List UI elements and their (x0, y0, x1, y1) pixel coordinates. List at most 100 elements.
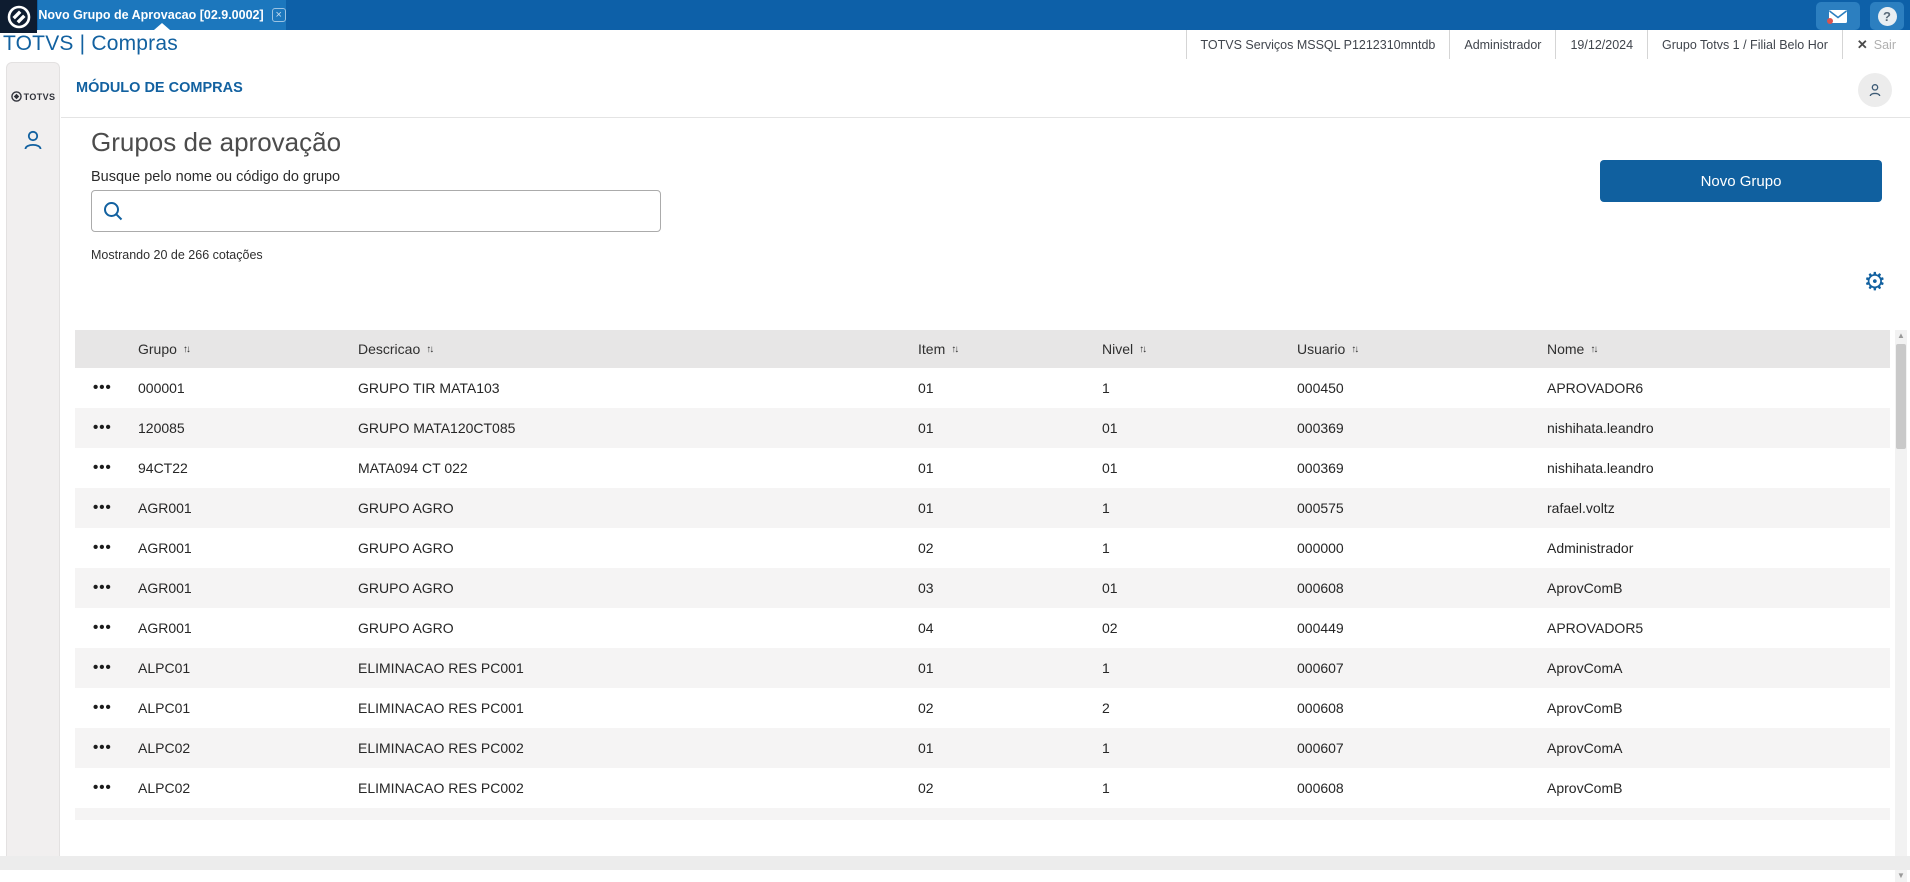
new-group-button[interactable]: Novo Grupo (1600, 160, 1882, 202)
column-label: Nivel (1102, 341, 1133, 357)
vertical-scrollbar[interactable]: ▲ ▼ (1895, 330, 1907, 882)
active-tab-notch (154, 23, 170, 30)
cell-nivel: 1 (1102, 540, 1297, 556)
cell-nome: rafael.voltz (1547, 500, 1890, 516)
footer-strip (0, 856, 1910, 870)
logout-button[interactable]: ✕ Sair (1842, 30, 1910, 59)
sidebar-item-user[interactable] (7, 128, 59, 152)
avatar[interactable] (1858, 73, 1892, 107)
gear-icon[interactable]: ⚙ (1864, 270, 1886, 295)
column-header-usuario[interactable]: Usuario ↑↓ (1297, 341, 1547, 357)
cell-nivel: 1 (1102, 740, 1297, 756)
search-box (91, 190, 661, 232)
column-label: Grupo (138, 341, 177, 357)
cell-nome: APROVADOR5 (1547, 620, 1890, 636)
search-input[interactable] (132, 191, 650, 231)
cell-grupo: 94CT22 (138, 460, 358, 476)
cell-nome: AprovComA (1547, 660, 1890, 676)
cell-usuario: 000607 (1297, 660, 1547, 676)
cell-grupo: 120085 (138, 420, 358, 436)
approval-groups-table: Grupo ↑↓ Descricao ↑↓ Item ↑↓ Nivel ↑↓ U… (75, 330, 1890, 820)
sort-icon[interactable]: ↑↓ (426, 344, 432, 355)
cell-grupo: 000001 (138, 380, 358, 396)
row-menu-button[interactable]: ••• (75, 465, 138, 471)
mail-button[interactable] (1816, 2, 1860, 30)
brand-title: TOTVS | Compras (3, 32, 178, 56)
row-menu-button[interactable]: ••• (75, 545, 138, 551)
date-info[interactable]: 19/12/2024 (1555, 30, 1647, 59)
row-menu-button[interactable]: ••• (75, 625, 138, 631)
cell-descricao: ELIMINACAO RES PC001 (358, 700, 918, 716)
sidebar-totvs-logo-text: TOTVS (24, 92, 56, 102)
cell-usuario: 000369 (1297, 460, 1547, 476)
cell-item: 01 (918, 660, 1102, 676)
row-menu-button[interactable]: ••• (75, 505, 138, 511)
user-info[interactable]: Administrador (1449, 30, 1555, 59)
results-summary: Mostrando 20 de 266 cotações (91, 248, 263, 262)
branch-info[interactable]: Grupo Totvs 1 / Filial Belo Hor (1647, 30, 1842, 59)
row-menu-button[interactable]: ••• (75, 705, 138, 711)
row-menu-button[interactable]: ••• (75, 745, 138, 751)
cell-nivel: 01 (1102, 580, 1297, 596)
cell-descricao: GRUPO AGRO (358, 540, 918, 556)
help-button[interactable]: ? (1870, 2, 1904, 30)
cell-nome: nishihata.leandro (1547, 460, 1890, 476)
sort-icon[interactable]: ↑↓ (1351, 344, 1357, 355)
main-content: MÓDULO DE COMPRAS Grupos de aprovação Bu… (61, 62, 1910, 856)
help-icon: ? (1878, 7, 1897, 26)
cell-usuario: 000449 (1297, 620, 1547, 636)
user-icon (21, 128, 45, 152)
sort-icon[interactable]: ↑↓ (183, 344, 189, 355)
cell-nome: APROVADOR6 (1547, 380, 1890, 396)
cell-item: 03 (918, 580, 1102, 596)
row-menu-button[interactable]: ••• (75, 785, 138, 791)
column-label: Descricao (358, 341, 420, 357)
column-header-nivel[interactable]: Nivel ↑↓ (1102, 341, 1297, 357)
column-header-item[interactable]: Item ↑↓ (918, 341, 1102, 357)
cell-item: 02 (918, 780, 1102, 796)
row-menu-button[interactable]: ••• (75, 385, 138, 391)
column-header-grupo[interactable]: Grupo ↑↓ (138, 341, 358, 357)
topbar: Novo Grupo de Aprovacao [02.9.0002] × ? (0, 0, 1910, 30)
cell-nivel: 02 (1102, 620, 1297, 636)
row-menu-button[interactable]: ••• (75, 425, 138, 431)
cell-nome: Administrador (1547, 540, 1890, 556)
environment-info[interactable]: TOTVS Serviços MSSQL P1212310mntdb (1186, 30, 1450, 59)
cell-usuario: 000000 (1297, 540, 1547, 556)
row-menu-button[interactable]: ••• (75, 665, 138, 671)
cell-nome: AprovComB (1547, 780, 1890, 796)
cell-item: 01 (918, 380, 1102, 396)
tab-close-icon[interactable]: × (272, 8, 286, 22)
column-header-nome[interactable]: Nome ↑↓ (1547, 341, 1890, 357)
row-menu-button[interactable]: ••• (75, 585, 138, 591)
scroll-down-arrow[interactable]: ▼ (1895, 870, 1907, 882)
cell-nivel: 01 (1102, 420, 1297, 436)
cell-grupo: ALPC01 (138, 700, 358, 716)
sidebar: TOTVS (6, 62, 60, 856)
totvs-logo-icon (7, 5, 31, 29)
sort-icon[interactable]: ↑↓ (951, 344, 957, 355)
header-row: TOTVS | Compras TOTVS Serviços MSSQL P12… (0, 30, 1910, 59)
cell-item: 02 (918, 700, 1102, 716)
column-header-descricao[interactable]: Descricao ↑↓ (358, 341, 918, 357)
cell-item: 04 (918, 620, 1102, 636)
cell-item: 01 (918, 500, 1102, 516)
scroll-up-arrow[interactable]: ▲ (1895, 330, 1907, 342)
sort-icon[interactable]: ↑↓ (1590, 344, 1596, 355)
scrollbar-thumb[interactable] (1896, 344, 1906, 449)
cell-descricao: GRUPO MATA120CT085 (358, 420, 918, 436)
tab-novo-grupo-aprovacao[interactable]: Novo Grupo de Aprovacao [02.9.0002] × (38, 0, 286, 30)
sort-icon[interactable]: ↑↓ (1139, 344, 1145, 355)
